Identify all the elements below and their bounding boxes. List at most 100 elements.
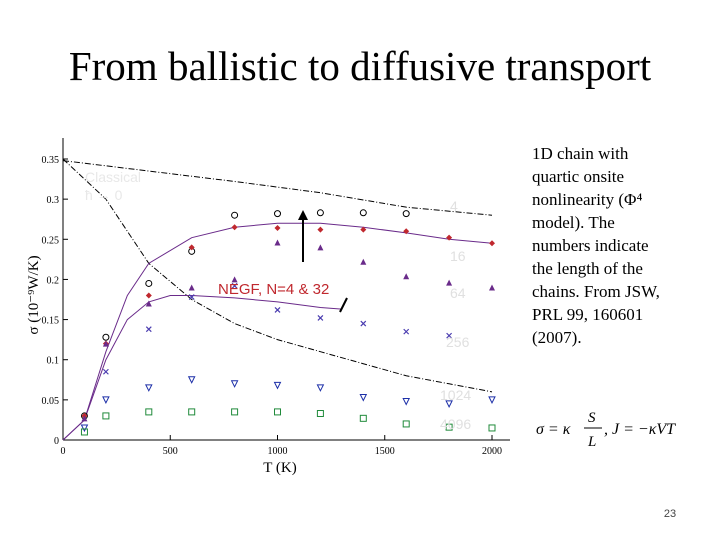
series-label-16: 16 — [450, 248, 466, 264]
data-point-series-16 — [145, 292, 152, 299]
y-axis-label: σ (10⁻⁹W/K) — [26, 255, 42, 334]
data-point-series-64 — [360, 258, 367, 265]
data-point-series-256 — [231, 282, 238, 289]
data-point-series-4096 — [316, 410, 324, 418]
classical-label-2: ħ → 0 — [85, 187, 123, 203]
negf-4-curve — [62, 222, 493, 441]
data-point-series-1024 — [80, 424, 89, 433]
x-tick-label: 1500 — [375, 446, 395, 457]
data-point-series-64 — [102, 340, 109, 347]
y-tick-label: 0.1 — [47, 356, 60, 367]
caption-line: 1D chain with — [532, 144, 629, 163]
data-point-series-64 — [274, 239, 281, 246]
data-point-series-4096 — [145, 408, 153, 416]
series-label-64: 64 — [450, 285, 466, 301]
data-point-series-1024 — [144, 384, 153, 392]
x-tick-label: 2000 — [482, 446, 502, 457]
data-point-series-1024 — [316, 384, 325, 392]
y-tick-label: 0.05 — [42, 396, 60, 407]
data-point-series-1024 — [102, 396, 110, 404]
data-point-series-4096 — [231, 408, 239, 416]
negf-pointer — [339, 297, 348, 313]
data-point-series-4 — [231, 211, 239, 219]
y-tick-label: 0.3 — [47, 195, 60, 206]
formula-lhs: σ = κ — [536, 421, 571, 438]
data-point-series-16 — [446, 234, 453, 241]
series-label-4: 4 — [450, 198, 458, 214]
formula: σ = κ S L , J = −κVT — [536, 410, 676, 450]
y-tick-label: 0 — [54, 436, 59, 447]
caption-line: quartic onsite — [532, 167, 625, 186]
data-point-series-64 — [81, 415, 88, 422]
data-point-series-16 — [274, 225, 281, 232]
series-label-256: 256 — [446, 334, 470, 350]
data-point-series-1024 — [187, 376, 196, 384]
data-point-series-1024 — [488, 396, 496, 404]
data-point-series-256 — [102, 368, 109, 375]
formula-numerator: S — [588, 410, 596, 426]
negf-label: NEGF, N=4 & 32 — [218, 281, 329, 298]
data-point-series-16 — [403, 228, 410, 235]
data-point-series-256 — [360, 320, 367, 327]
series-label-1024: 1024 — [440, 387, 471, 403]
classical-label-1: Classical — [85, 169, 141, 185]
data-point-series-256 — [188, 294, 195, 301]
data-point-series-16 — [231, 224, 238, 231]
data-point-series-64 — [145, 300, 152, 307]
caption-line: model). The — [532, 213, 615, 232]
series-label-4096: 4096 — [440, 416, 471, 432]
data-point-series-4096 — [102, 412, 110, 420]
data-point-series-4 — [102, 333, 110, 341]
y-tick-label: 0.2 — [47, 275, 60, 286]
data-point-series-4096 — [402, 420, 410, 428]
caption-line: PRL 99, 160601 — [532, 305, 644, 324]
arrow-head — [298, 210, 308, 220]
formula-rhs: , J = −κVT — [604, 421, 676, 438]
caption-line: the length of the — [532, 259, 643, 278]
data-point-series-256 — [274, 307, 281, 313]
data-point-series-1024 — [273, 381, 282, 390]
data-point-series-16 — [317, 226, 324, 233]
negf-32-curve — [62, 294, 342, 441]
y-tick-label: 0.35 — [42, 155, 60, 166]
caption-line: chains. From JSW, — [532, 282, 660, 301]
data-point-series-4 — [359, 209, 367, 217]
data-point-series-64 — [489, 284, 495, 291]
data-point-series-64 — [446, 279, 453, 286]
data-point-series-16 — [489, 240, 495, 247]
data-point-series-1024 — [445, 400, 453, 408]
caption-line: numbers indicate — [532, 236, 649, 255]
x-tick-label: 500 — [163, 446, 178, 457]
data-point-series-64 — [317, 244, 324, 251]
x-tick-label: 0 — [61, 446, 66, 457]
x-axis-label: T (K) — [263, 460, 296, 476]
formula-denominator: L — [587, 434, 596, 450]
data-point-series-4 — [274, 210, 281, 218]
data-point-series-1024 — [359, 393, 368, 402]
data-point-series-4096 — [274, 408, 281, 416]
classical-upper-curve — [62, 160, 493, 216]
slide-title: From ballistic to diffusive transport — [68, 43, 652, 89]
data-point-series-256 — [403, 328, 410, 335]
data-point-series-64 — [188, 284, 195, 291]
data-point-series-4 — [145, 279, 153, 287]
data-point-series-16 — [360, 226, 367, 233]
caption-line: (2007). — [532, 328, 582, 347]
y-tick-label: 0.25 — [42, 235, 60, 246]
caption-line: nonlinearity (Φ⁴ — [532, 190, 643, 209]
data-point-series-4096 — [445, 423, 453, 431]
y-tick-label: 0.15 — [42, 316, 60, 327]
plot-frame — [62, 138, 510, 441]
data-point-series-1024 — [230, 380, 239, 388]
data-point-series-256 — [446, 332, 453, 339]
data-point-series-256 — [317, 315, 324, 321]
data-point-series-4096 — [80, 428, 88, 436]
data-point-series-4096 — [188, 408, 196, 416]
page-number: 23 — [663, 508, 677, 520]
data-point-series-4096 — [488, 424, 496, 432]
data-point-series-4 — [402, 210, 410, 218]
x-tick-label: 1000 — [268, 446, 288, 457]
data-point-series-64 — [403, 273, 410, 280]
caption: 1D chain with quartic onsite nonlinearity … — [532, 142, 700, 349]
